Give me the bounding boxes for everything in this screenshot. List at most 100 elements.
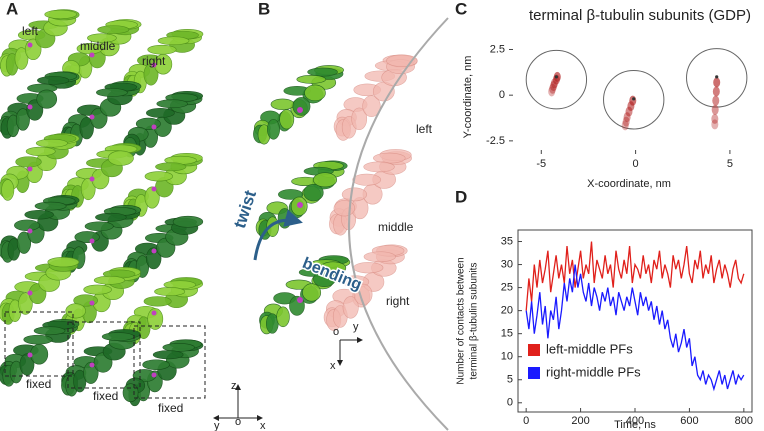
blob [342, 296, 359, 319]
ligand [27, 166, 33, 172]
y-tick-label: 5 [507, 374, 513, 386]
blob [97, 25, 130, 34]
arc [348, 17, 449, 431]
fixed-box [67, 321, 141, 389]
blob [278, 189, 304, 200]
density-point [622, 116, 630, 127]
pf-label: left [416, 122, 433, 136]
plot-frame [517, 229, 753, 413]
blob [304, 84, 326, 102]
blob [122, 383, 139, 403]
ligand [89, 176, 95, 182]
axes-glyph: o y x [330, 321, 363, 372]
blob [47, 256, 80, 268]
blob [142, 359, 170, 370]
y-tick-label: 0 [499, 89, 505, 101]
x-tick-label: 600 [680, 415, 698, 427]
fixed-box [133, 325, 206, 399]
blob [270, 98, 295, 111]
blob [83, 284, 112, 295]
ligand [151, 248, 157, 254]
blob [156, 99, 188, 109]
blob [145, 247, 162, 270]
blob [30, 343, 49, 365]
blob [319, 261, 347, 275]
blob [333, 200, 356, 217]
pf-label: right [386, 294, 410, 308]
blob [302, 283, 322, 302]
twist-arrow [253, 209, 303, 261]
center-marker [715, 75, 719, 79]
series-line [525, 264, 745, 392]
density-point [621, 120, 629, 131]
blob [341, 187, 368, 202]
blob [267, 118, 281, 140]
x-tick-label: 5 [727, 158, 733, 170]
blob [14, 219, 40, 232]
ligand [89, 300, 95, 306]
blob [155, 162, 187, 172]
blob [37, 76, 70, 85]
blob [15, 156, 42, 168]
fixed-label: fixed [93, 389, 118, 403]
y-tick-label: 25 [501, 282, 513, 294]
center-marker [554, 75, 558, 79]
blob [24, 209, 54, 220]
y-tick-label: 0 [507, 397, 513, 409]
blob [277, 208, 292, 229]
axis-letter: x [260, 420, 266, 431]
ligand [27, 228, 33, 234]
panel-b-structure [253, 54, 418, 335]
ligand [151, 372, 157, 378]
boundary-circle [603, 70, 665, 130]
chart-title: terminal β-tubulin subunits (GDP) [529, 7, 751, 24]
ligand [151, 62, 157, 68]
panel-label: A [6, 0, 18, 18]
blob [292, 97, 311, 116]
density-point [629, 95, 637, 106]
blob [144, 186, 160, 209]
legend-label: right-middle PFs [546, 364, 641, 379]
fixed-label: fixed [158, 401, 183, 415]
blob [19, 353, 35, 376]
boundary-circle [686, 48, 748, 108]
blob [15, 108, 30, 131]
density-point [713, 77, 721, 88]
ligand [27, 290, 33, 296]
blob [353, 262, 384, 274]
blob [144, 171, 173, 182]
x-axis-label: X-coordinate, nm [587, 178, 671, 190]
series-line [525, 241, 745, 311]
ligand [151, 124, 157, 130]
blob [147, 44, 177, 55]
blob [25, 146, 56, 157]
y-axis-label: Number of contacts between [456, 257, 467, 384]
y-tick-label: 10 [501, 351, 513, 363]
panel-label: B [258, 0, 270, 18]
blob [107, 150, 134, 166]
blob [313, 172, 338, 188]
blob [157, 36, 190, 46]
ligand [27, 352, 33, 358]
fixed-box [4, 311, 74, 377]
blob [87, 33, 117, 43]
ligand [297, 297, 303, 303]
blob [152, 350, 184, 360]
ligand [89, 238, 95, 244]
twist-label: twist [230, 188, 260, 231]
blob [36, 89, 58, 109]
blob [154, 287, 186, 297]
ligand [89, 114, 95, 120]
boundary-circle [525, 49, 588, 110]
axis-letter: o [333, 326, 339, 338]
density-point [712, 95, 720, 106]
y-tick-label: 15 [501, 328, 513, 340]
y-axis-label: terminal β-tubulin subunits [469, 263, 480, 380]
y-tick-label: 20 [501, 305, 513, 317]
axis-letter: o [235, 416, 241, 428]
blob [18, 292, 33, 315]
y-tick-label: 35 [501, 235, 513, 247]
x-tick-label: 400 [626, 415, 644, 427]
density-point [711, 113, 719, 124]
